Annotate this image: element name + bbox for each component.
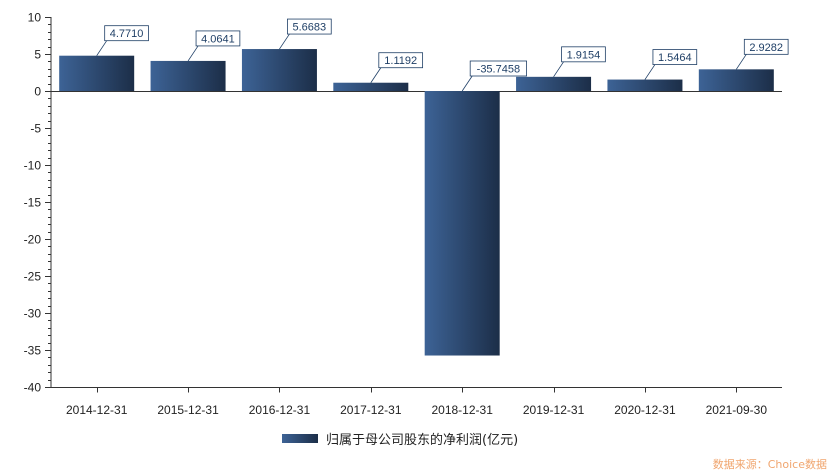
data-label-box [195, 30, 241, 47]
data-label: -35.7458 [477, 64, 520, 76]
label-leader-line [96, 40, 108, 56]
y-tick-label: -10 [24, 159, 42, 173]
data-labels: 4.7710 4.0641 5.6683 1.1192 -35.7458 1.9154 1.… [96, 18, 789, 92]
x-tick-label: 2017-12-31 [340, 403, 402, 417]
y-tick-label: -20 [24, 233, 42, 247]
bar [424, 91, 500, 356]
data-label-box [378, 52, 424, 69]
y-tick-label: -25 [24, 270, 42, 284]
bar [607, 79, 683, 91]
legend-label: 归属于母公司股东的净利润(亿元) [326, 432, 519, 448]
x-tick-label: 2016-12-31 [249, 403, 311, 417]
data-label-box [287, 18, 332, 35]
data-label: 1.1192 [384, 55, 417, 67]
data-label-box [561, 46, 606, 63]
bar [516, 76, 592, 91]
label-leader-line [553, 61, 564, 78]
x-tick-label: 2015-12-31 [157, 403, 219, 417]
bar [333, 82, 409, 91]
data-label: 4.0641 [201, 33, 235, 45]
label-leader-line [735, 54, 747, 70]
bars [59, 49, 774, 356]
legend-swatch [282, 433, 318, 443]
bar [241, 49, 317, 91]
label-leader-line [279, 33, 290, 50]
data-label: 2.9282 [749, 42, 783, 54]
x-tick-label: 2019-12-31 [523, 403, 585, 417]
y-tick-label: -35 [24, 344, 42, 358]
y-tick-label: 0 [34, 85, 41, 99]
y-tick-label: -15 [24, 196, 42, 210]
data-label: 4.7710 [110, 28, 144, 40]
bar [150, 60, 226, 91]
label-leader-line [461, 75, 473, 92]
data-label-box [743, 38, 789, 55]
label-leader-line [370, 67, 382, 83]
y-tick-label: 5 [34, 48, 41, 62]
data-label: 1.9154 [567, 49, 601, 61]
bar [698, 69, 774, 91]
data-label-box [652, 49, 698, 65]
x-tick-label: 2018-12-31 [431, 403, 493, 417]
x-tick-label: 2021-09-30 [706, 403, 768, 417]
source-note: 数据来源：Choice数据 [712, 458, 827, 471]
data-label-box [469, 60, 527, 77]
y-tick-label: -40 [24, 381, 42, 395]
bar [59, 55, 135, 91]
data-label: 5.6683 [293, 22, 327, 34]
y-tick-label: -5 [30, 122, 41, 136]
x-tick-label: 2020-12-31 [614, 403, 676, 417]
data-label-box [104, 25, 149, 42]
data-label: 1.5464 [658, 52, 692, 64]
axes: 10 5 0 -5 -10 -15 -20 -25 -30 -35 -40 2014-12-31 201… [24, 11, 782, 417]
y-tick-label: -30 [24, 307, 42, 321]
x-tick-label: 2014-12-31 [66, 403, 128, 417]
y-tick-label: 10 [28, 11, 42, 25]
legend: 归属于母公司股东的净利润(亿元) [282, 430, 519, 448]
label-leader-line [644, 64, 656, 80]
label-leader-line [187, 45, 199, 62]
